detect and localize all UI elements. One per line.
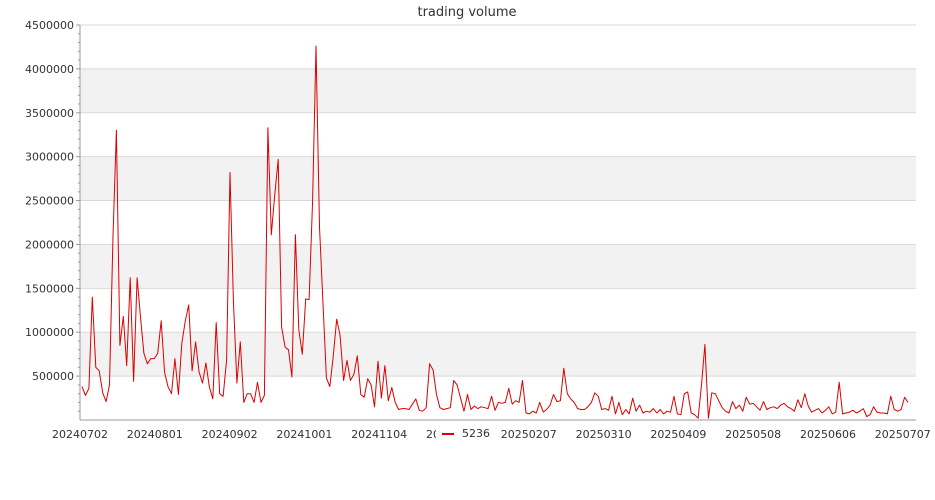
y-tick-label: 500000 [32, 370, 74, 383]
x-axis: 20240702 20240801 20240902 20241001 20241104… [52, 419, 931, 441]
y-tick-label: 2000000 [25, 238, 74, 251]
x-tick-label: 20241104 [351, 428, 407, 441]
x-tick-label: 20250707 [875, 428, 931, 441]
x-tick-label: 20240801 [127, 428, 183, 441]
x-tick-label: 20241001 [276, 428, 332, 441]
y-tick-label: 2500000 [25, 195, 74, 208]
x-tick-label: 20250207 [501, 428, 557, 441]
grid-band [80, 332, 916, 377]
chart-title: trading volume [417, 5, 516, 20]
y-tick-label: 1000000 [25, 326, 74, 339]
series-line-5236 [81, 45, 909, 419]
y-axis: 500000 1000000 1500000 2000000 2500000 300000… [25, 19, 81, 420]
y-tick-label: 3500000 [25, 107, 74, 120]
x-tick-label: 20250606 [800, 428, 856, 441]
y-tick-label: 4000000 [25, 63, 74, 76]
grid-band [80, 244, 916, 289]
y-tick-label: 1500000 [25, 282, 74, 295]
legend-label: 5236 [462, 427, 490, 440]
grid-band [80, 156, 916, 201]
grid-band [80, 68, 916, 113]
y-tick-label: 3000000 [25, 151, 74, 164]
legend: 5236 [436, 425, 498, 441]
grid-bands [80, 24, 916, 377]
x-tick-label: 20240902 [202, 428, 258, 441]
series-layer [81, 45, 909, 419]
y-tick-label: 4500000 [25, 19, 74, 32]
legend-background [436, 425, 498, 441]
x-tick-label: 20250409 [650, 428, 706, 441]
x-tick-label: 20240702 [52, 428, 108, 441]
x-tick-label: 20250508 [725, 428, 781, 441]
x-tick-label: 20250310 [576, 428, 632, 441]
